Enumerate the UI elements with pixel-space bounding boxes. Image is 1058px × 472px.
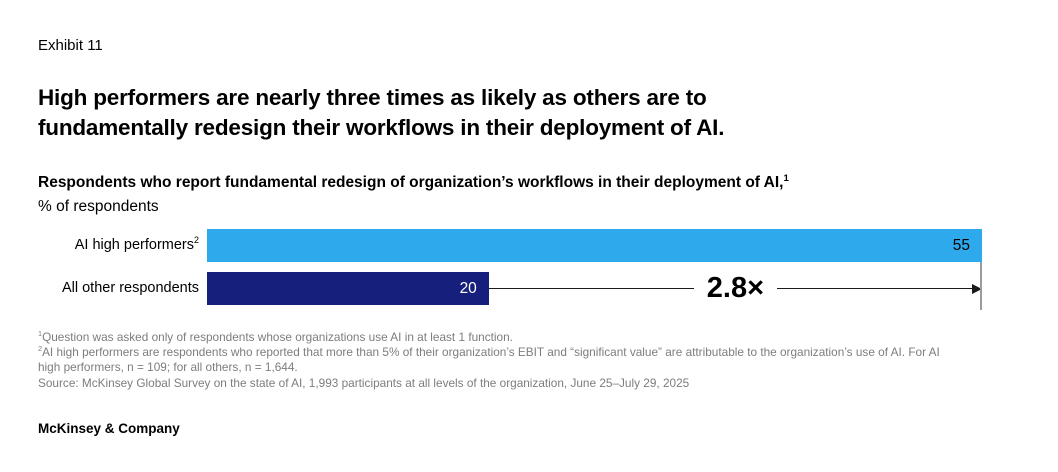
footnote-2-text: AI high performers are respondents who r…: [38, 345, 940, 375]
source-line: Source: McKinsey Global Survey on the st…: [38, 375, 690, 390]
arrow-right-icon: [972, 283, 982, 294]
bar-track-high-performers: 55: [207, 229, 982, 262]
annotation-line-left: [488, 287, 694, 290]
annotation-line-right: [777, 283, 982, 294]
value-label-other-respondents: 20: [459, 279, 477, 297]
axis-end-tick: [980, 262, 982, 310]
footnote-1: 1Question was asked only of respondents …: [38, 330, 958, 345]
bar-row-high-performers: AI high performers2 55: [0, 229, 982, 262]
mckinsey-wordmark: McKinsey & Company: [38, 421, 180, 436]
chart-description: Respondents who report fundamental redes…: [38, 174, 784, 191]
bar-track-other-respondents: 20 2.8×: [207, 272, 982, 305]
exhibit-title-line-2: fundamentally redesign their workflows i…: [38, 115, 725, 140]
footnote-1-marker: 1: [38, 329, 43, 339]
category-label-high-performers: AI high performers2: [74, 235, 199, 253]
category-footnote-marker: 2: [194, 235, 199, 246]
bar-row-other-respondents: All other respondents 20 2.8×: [0, 272, 982, 305]
chart-unit-label: % of respondents: [38, 198, 159, 215]
chart-subtitle-bold-line: Respondents who report fundamental redes…: [38, 171, 789, 195]
footnotes: 1Question was asked only of respondents …: [38, 330, 958, 391]
subtitle-footnote-marker: 1: [783, 172, 789, 184]
value-label-high-performers: 55: [952, 236, 970, 254]
footnote-1-text: Question was asked only of respondents w…: [42, 330, 513, 344]
chart-subtitle: Respondents who report fundamental redes…: [38, 171, 789, 219]
bar-chart: AI high performers2 55 All other respond…: [0, 229, 1000, 319]
category-label-other-respondents: All other respondents: [61, 280, 199, 296]
multiplier-label: 2.8×: [706, 272, 765, 304]
exhibit-title: High performers are nearly three times a…: [38, 83, 724, 143]
footnote-2-marker: 2: [38, 344, 43, 354]
footnote-2: 2AI high performers are respondents who …: [38, 345, 958, 375]
exhibit-title-line-1: High performers are nearly three times a…: [38, 85, 707, 110]
bar-high-performers: 55: [207, 229, 982, 262]
exhibit-number-label: Exhibit 11: [38, 37, 103, 54]
multiplier-annotation: 2.8×: [488, 272, 982, 305]
bar-other-respondents: 20: [207, 272, 489, 305]
